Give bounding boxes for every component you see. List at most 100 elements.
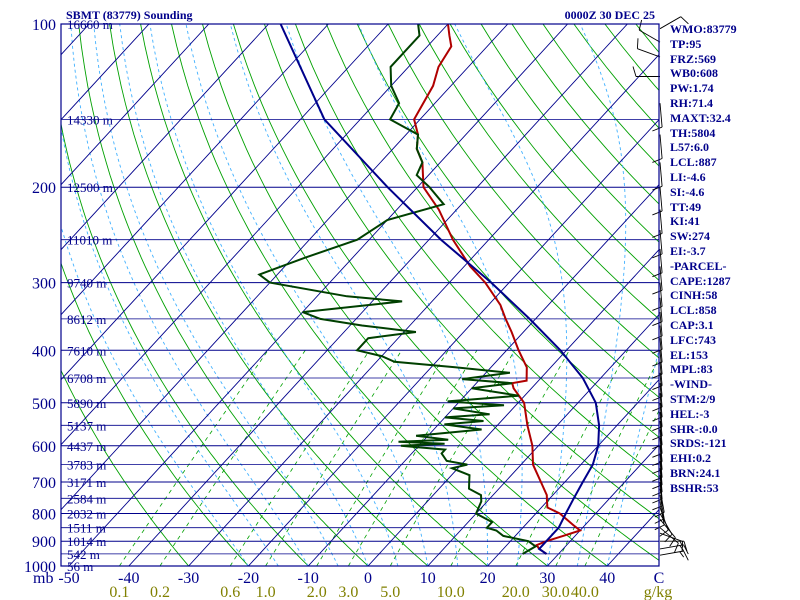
temperature-tick-label: -10	[298, 570, 319, 587]
wind-barb	[652, 325, 663, 354]
isotherm	[61, 24, 329, 316]
height-label: 2032 m	[67, 507, 106, 522]
wind-barb	[659, 544, 689, 555]
wind-barb	[652, 266, 663, 295]
wind-barb-feather	[652, 435, 663, 441]
moist-adiabat	[576, 24, 627, 566]
isotherm	[248, 118, 659, 566]
wind-barb-feather	[652, 484, 663, 490]
pressure-tick-label: 300	[32, 276, 56, 293]
wind-barb-feather	[638, 19, 643, 31]
dry-adiabat	[109, 24, 429, 566]
wind-barb	[659, 527, 679, 553]
height-label: 8612 m	[67, 312, 106, 327]
wind-barb-feather	[683, 541, 688, 552]
wind-barb-feather	[652, 476, 663, 482]
wind-barb-feather	[680, 16, 689, 25]
wind-barb	[652, 383, 663, 412]
mixing-ratio-label: 2.0	[307, 584, 327, 600]
wind-barb-staff	[659, 527, 679, 544]
wind-barb-staff	[659, 475, 663, 500]
dewpoint-profile	[257, 24, 538, 555]
isotherm	[307, 184, 659, 566]
stat-item: BRN:24.1	[670, 465, 721, 480]
wind-barb-staff	[659, 495, 665, 519]
wind-barb	[652, 187, 663, 216]
temperature-tick-label: 0	[364, 570, 372, 587]
parcel-profile	[279, 24, 601, 555]
chart-title: SBMT (83779) Sounding	[66, 8, 193, 22]
stat-item: SRDS:-121	[670, 436, 727, 451]
stat-item: FRZ:569	[670, 51, 716, 66]
wind-barb-staff	[659, 187, 663, 212]
wind-barb-staff	[638, 29, 661, 43]
dry-adiabat	[263, 24, 659, 520]
isotherm	[61, 24, 449, 446]
height-label: 6708 m	[67, 371, 106, 386]
pressure-tick-label: 900	[32, 534, 56, 551]
wind-barb	[652, 162, 663, 191]
wind-barb-feather	[664, 533, 673, 543]
wind-barb	[652, 297, 663, 327]
wind-barb-feather	[679, 551, 685, 558]
isotherm	[68, 24, 568, 566]
wind-barb-feather	[652, 461, 663, 466]
temperature-tick-label: -50	[58, 570, 79, 587]
mixing-ratio-label: 0.1	[109, 584, 129, 600]
height-label: 2584 m	[67, 491, 106, 506]
wind-barb-feather	[652, 444, 663, 450]
temperature-tick-label: -20	[238, 570, 259, 587]
wind-barb	[652, 420, 663, 450]
stat-item: EI:-3.7	[670, 243, 706, 258]
mixing-ratio-label: 3.0	[338, 584, 358, 600]
stat-item: CAP:3.1	[670, 317, 714, 332]
wind-barb-feather	[652, 158, 663, 163]
mixing-ratio-line	[316, 350, 449, 566]
sounding-profiles	[257, 24, 601, 555]
height-label: 56 m	[67, 559, 93, 574]
wind-barb	[652, 453, 663, 482]
wind-barb-staff	[659, 445, 663, 470]
temperature-tick-label: C	[654, 570, 665, 587]
wind-barb-feather	[652, 426, 663, 432]
wind-barb-staff	[659, 453, 663, 478]
stat-item: WMO:83779	[670, 22, 737, 36]
wind-barb-feather	[636, 38, 639, 49]
height-label: 16660 m	[67, 17, 113, 32]
mixing-ratio-line	[265, 350, 403, 566]
stat-item: SI:-4.6	[670, 184, 705, 199]
wind-barb-staff	[637, 48, 661, 58]
wind-barb-feather	[652, 321, 663, 327]
wind-barb-feather	[652, 348, 663, 354]
pressure-tick-label: 400	[32, 343, 56, 360]
stats-panel: WMO:83779 TP:95 FRZ:569 WB0:608 PW:1.74 RH:71…	[670, 22, 798, 496]
wind-barb-feather	[669, 537, 676, 547]
wind-barb	[652, 429, 663, 458]
mixing-ratio-line	[119, 350, 269, 566]
stat-item: STM:2/9	[670, 391, 716, 406]
height-label: 14330 m	[67, 112, 113, 127]
stat-item: BSHR:53	[670, 480, 719, 495]
pressure-tick-label: 200	[32, 180, 56, 197]
wind-barb-feather	[652, 126, 663, 132]
wind-barb	[652, 460, 663, 490]
wind-barb	[652, 134, 663, 163]
pressure-tick-label: 500	[32, 396, 56, 413]
wind-barb-feather	[652, 498, 663, 504]
wind-barb-feather	[652, 289, 663, 295]
temperature-tick-label: 20	[480, 570, 496, 587]
wind-barbs	[632, 16, 689, 561]
wind-barb	[652, 437, 663, 466]
mixing-ratio-label: g/kg	[644, 584, 672, 600]
wind-barb-staff	[659, 550, 684, 556]
wind-barb	[652, 402, 663, 432]
wind-barb-staff	[659, 209, 663, 234]
height-label: 4437 m	[67, 439, 106, 454]
wind-barb	[632, 66, 660, 77]
wind-barb-staff	[659, 312, 663, 337]
stat-item: MPL:83	[670, 362, 713, 377]
wind-barb-feather	[659, 529, 669, 537]
stat-item: TH:5804	[670, 125, 716, 140]
stat-item: -WIND-	[670, 377, 712, 392]
